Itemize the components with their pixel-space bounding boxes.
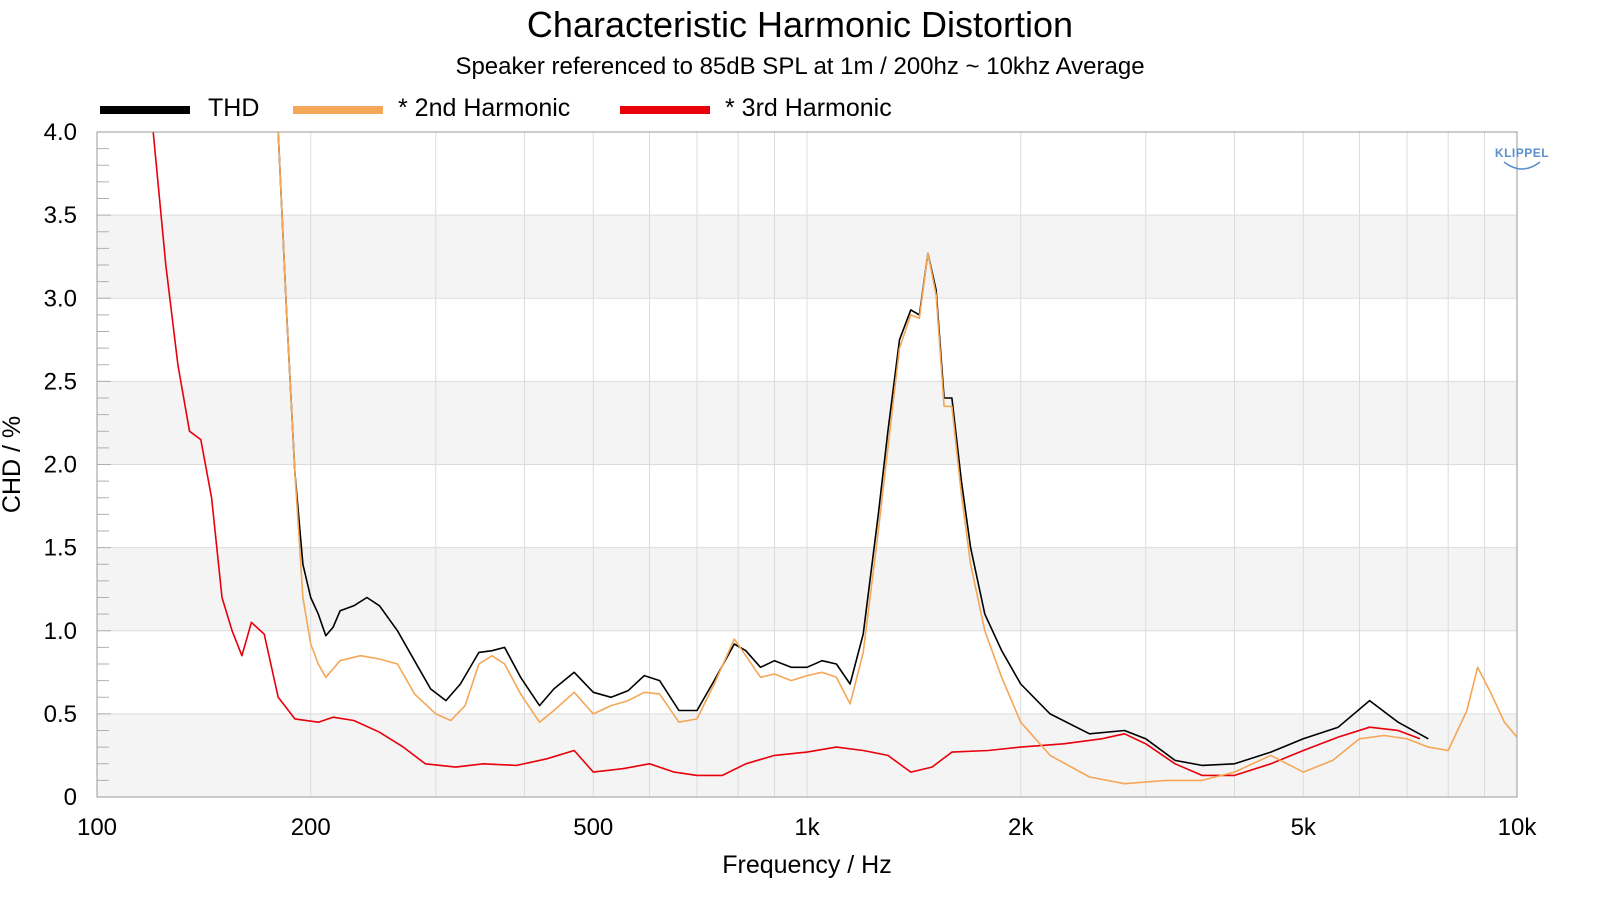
legend-label-thd: THD xyxy=(208,94,260,122)
klippel-logo-text: KLIPPEL xyxy=(1494,146,1550,160)
legend-swatch-3rd-harmonic xyxy=(620,106,710,114)
y-tick-label: 2.0 xyxy=(44,452,77,479)
legend: THD * 2nd Harmonic * 3rd Harmonic xyxy=(100,92,1000,128)
legend-label-3rd-harmonic: * 3rd Harmonic xyxy=(725,94,892,122)
y-tick-label: 2.5 xyxy=(44,368,77,395)
klippel-logo: KLIPPEL xyxy=(1492,146,1552,180)
chart-title: Characteristic Harmonic Distortion xyxy=(526,4,1074,45)
legend-swatch-2nd-harmonic xyxy=(293,106,383,114)
legend-swatch-thd xyxy=(100,106,190,114)
x-tick-label: 500 xyxy=(573,814,613,841)
y-tick-label: 3.5 xyxy=(44,202,77,229)
x-tick-label: 200 xyxy=(291,814,331,841)
plot-frame xyxy=(96,131,1518,798)
x-tick-label: 5k xyxy=(1291,814,1317,841)
x-tick-label: 10k xyxy=(1498,814,1538,841)
y-tick-label: 1.0 xyxy=(44,618,77,645)
y-axis-title: CHD / % xyxy=(0,416,26,513)
y-minor-ticks xyxy=(97,131,111,798)
y-tick-labels: 0 0.5 1.0 1.5 2.0 2.5 3.0 3.5 4.0 xyxy=(44,119,77,811)
x-tick-label: 2k xyxy=(1008,814,1034,841)
series-line-3rd-harmonic xyxy=(152,131,1421,777)
series-lines xyxy=(152,131,1518,785)
chart-subtitle: Speaker referenced to 85dB SPL at 1m / 2… xyxy=(455,53,1145,80)
y-tick-label: 0 xyxy=(64,784,77,811)
legend-label-2nd-harmonic: * 2nd Harmonic xyxy=(398,94,571,122)
y-tick-label: 1.5 xyxy=(44,535,77,562)
y-tick-label: 4.0 xyxy=(44,119,77,146)
grid-lines xyxy=(97,132,1517,797)
x-tick-label: 100 xyxy=(77,814,117,841)
klippel-logo-arc xyxy=(1503,161,1541,170)
x-tick-label: 1k xyxy=(794,814,820,841)
x-axis-title: Frequency / Hz xyxy=(722,851,892,879)
series-line-2nd-harmonic xyxy=(277,131,1518,785)
series-line-thd xyxy=(277,131,1429,767)
y-tick-label: 3.0 xyxy=(44,285,77,312)
x-tick-labels: 100 200 500 1k 2k 5k 10k xyxy=(77,814,1537,841)
y-tick-label: 0.5 xyxy=(44,701,77,728)
